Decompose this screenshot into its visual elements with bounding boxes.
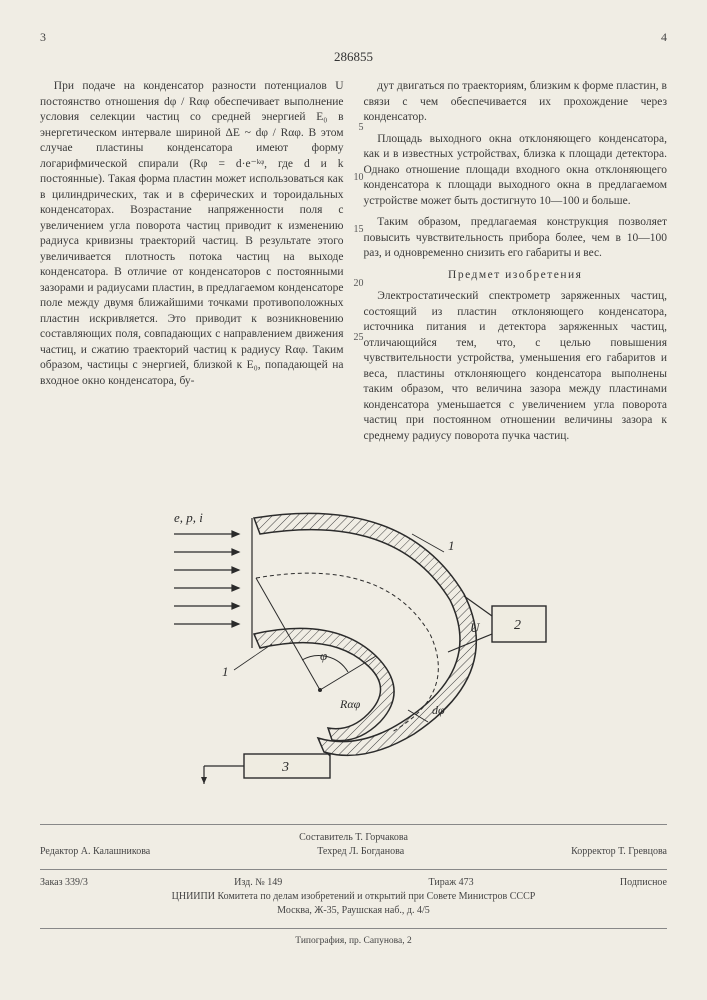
inner-plate: [254, 629, 394, 741]
section-title: Предмет изобретения: [364, 268, 668, 284]
particle-arrows: [174, 531, 239, 627]
right-paragraph-4: Электростатический спектрометр заряженны…: [364, 289, 668, 444]
inner-plate-label: 1: [222, 664, 229, 679]
right-paragraph-1: дут двигаться по траекториям, близким к …: [364, 79, 668, 126]
detector-out-arrow: [201, 777, 207, 784]
outer-plate-label: 1: [448, 538, 455, 553]
r-alpha-phi-label: Rαφ: [339, 697, 361, 711]
left-column: При подаче на конденсатор разности потен…: [40, 79, 344, 450]
address: Москва, Ж-35, Раушская наб., д. 4/5: [40, 904, 667, 918]
compiler: Составитель Т. Горчакова: [40, 831, 667, 845]
radius-line-2: [320, 656, 376, 690]
right-paragraph-3: Таким образом, предлагаемая конструкция …: [364, 215, 668, 262]
order-number: Заказ 339/3: [40, 876, 88, 890]
d-phi-label: dφ: [432, 703, 445, 717]
patent-number: 286855: [40, 49, 667, 65]
page-number-left: 3: [40, 30, 46, 45]
line-mark-20: 20: [350, 277, 364, 291]
diagram-figure: e, p, i φ Rαφ dφ 1 1 2 U 3: [144, 474, 564, 794]
text-columns: При подаче на конденсатор разности потен…: [40, 79, 667, 450]
editor: Редактор А. Калашникова: [40, 845, 150, 859]
subscription: Подписное: [620, 876, 667, 890]
leader-inner: [234, 644, 272, 670]
box3-label: 3: [281, 760, 289, 775]
print-run: Тираж 473: [429, 876, 474, 890]
edition-number: Изд. № 149: [234, 876, 282, 890]
line-mark-15: 15: [350, 223, 364, 237]
line-mark-5: 5: [350, 121, 364, 135]
page-number-right: 4: [661, 30, 667, 45]
right-column: 5 10 15 20 25 дут двигаться по траектори…: [364, 79, 668, 450]
right-paragraph-2: Площадь выходного окна отклоняющего конд…: [364, 132, 668, 210]
footer: Составитель Т. Горчакова Редактор А. Кал…: [40, 824, 667, 948]
typography: Типография, пр. Сапунова, 2: [40, 935, 667, 948]
phi-label: φ: [320, 648, 327, 663]
line-mark-10: 10: [350, 171, 364, 185]
left-paragraph-1: При подаче на конденсатор разности потен…: [40, 79, 344, 389]
particles-label: e, p, i: [174, 510, 203, 525]
line-mark-25: 25: [350, 331, 364, 345]
organization: ЦНИИПИ Комитета по делам изобретений и о…: [40, 890, 667, 904]
tech-editor: Техред Л. Богданова: [317, 845, 404, 859]
proofreader: Корректор Т. Гревцова: [571, 845, 667, 859]
box2-label: 2: [514, 618, 521, 633]
voltage-label: U: [470, 620, 481, 635]
